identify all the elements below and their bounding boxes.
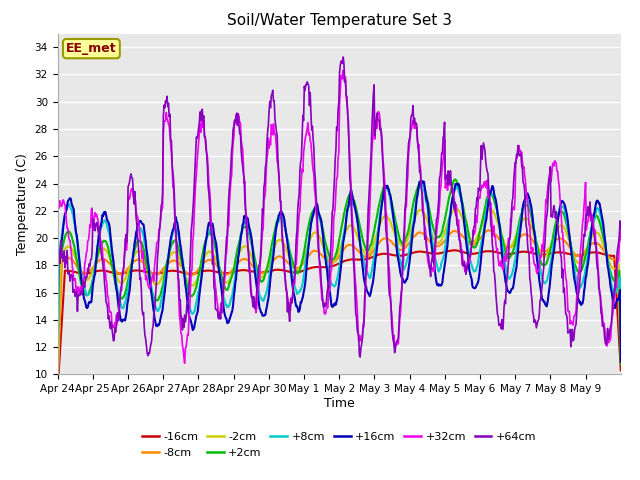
+64cm bbox=[617, 225, 625, 231]
+64cm bbox=[356, 354, 364, 360]
-8cm bbox=[617, 360, 625, 366]
-8cm bbox=[223, 272, 231, 277]
-16cm bbox=[451, 247, 458, 253]
Title: Soil/Water Temperature Set 3: Soil/Water Temperature Set 3 bbox=[227, 13, 452, 28]
+16cm bbox=[120, 317, 127, 323]
Y-axis label: Temperature (C): Temperature (C) bbox=[16, 153, 29, 255]
+32cm bbox=[252, 310, 260, 315]
-16cm bbox=[223, 270, 231, 276]
+64cm bbox=[223, 233, 231, 239]
+16cm bbox=[223, 320, 231, 326]
Line: -8cm: -8cm bbox=[58, 230, 621, 387]
-8cm bbox=[252, 266, 259, 272]
+32cm bbox=[120, 265, 127, 271]
+8cm bbox=[273, 224, 280, 230]
+2cm bbox=[273, 220, 280, 226]
+8cm bbox=[617, 331, 625, 336]
+2cm bbox=[54, 361, 61, 367]
Line: -2cm: -2cm bbox=[58, 209, 621, 387]
+2cm bbox=[429, 223, 436, 228]
+16cm bbox=[397, 273, 405, 279]
+32cm bbox=[54, 201, 61, 206]
+32cm bbox=[617, 227, 625, 233]
+16cm bbox=[252, 272, 259, 277]
-2cm bbox=[252, 264, 259, 270]
-2cm bbox=[223, 280, 231, 286]
-2cm bbox=[397, 242, 405, 248]
+2cm bbox=[120, 294, 127, 300]
+8cm bbox=[223, 304, 231, 310]
+16cm bbox=[419, 178, 426, 184]
-8cm bbox=[120, 270, 127, 276]
+64cm bbox=[120, 264, 127, 270]
-8cm bbox=[397, 247, 405, 253]
+8cm bbox=[252, 263, 259, 268]
+8cm bbox=[417, 180, 425, 186]
+64cm bbox=[339, 54, 347, 60]
-8cm bbox=[54, 384, 61, 390]
-16cm bbox=[429, 251, 436, 256]
+32cm bbox=[339, 68, 347, 73]
-2cm bbox=[452, 206, 460, 212]
-8cm bbox=[484, 228, 492, 233]
-2cm bbox=[54, 384, 61, 390]
+2cm bbox=[252, 257, 259, 263]
-8cm bbox=[273, 255, 280, 261]
-16cm bbox=[54, 388, 61, 394]
+32cm bbox=[273, 158, 281, 164]
Legend: -16cm, -8cm, -2cm, +2cm, +8cm, +16cm, +32cm, +64cm: -16cm, -8cm, -2cm, +2cm, +8cm, +16cm, +3… bbox=[138, 428, 541, 462]
+32cm bbox=[180, 360, 188, 366]
+16cm bbox=[54, 345, 61, 350]
Line: -16cm: -16cm bbox=[58, 250, 621, 391]
X-axis label: Time: Time bbox=[324, 397, 355, 410]
Line: +16cm: +16cm bbox=[58, 181, 621, 362]
+64cm bbox=[399, 256, 406, 262]
+2cm bbox=[617, 362, 625, 368]
-2cm bbox=[273, 240, 280, 245]
Line: +32cm: +32cm bbox=[58, 71, 621, 363]
+8cm bbox=[397, 262, 405, 267]
+8cm bbox=[120, 305, 127, 311]
+32cm bbox=[399, 265, 406, 271]
+64cm bbox=[252, 306, 259, 312]
+16cm bbox=[273, 224, 280, 229]
+8cm bbox=[429, 247, 437, 252]
+2cm bbox=[223, 287, 231, 293]
-16cm bbox=[617, 368, 625, 373]
-2cm bbox=[429, 234, 436, 240]
+64cm bbox=[273, 129, 280, 134]
+16cm bbox=[617, 359, 625, 365]
Line: +2cm: +2cm bbox=[58, 180, 621, 365]
-16cm bbox=[273, 267, 280, 273]
-16cm bbox=[120, 270, 127, 276]
+32cm bbox=[431, 269, 438, 275]
-8cm bbox=[429, 242, 436, 248]
Line: +64cm: +64cm bbox=[58, 57, 621, 357]
-16cm bbox=[397, 253, 405, 259]
-16cm bbox=[252, 269, 259, 275]
+64cm bbox=[54, 253, 61, 259]
Text: EE_met: EE_met bbox=[66, 42, 116, 55]
-2cm bbox=[617, 353, 625, 359]
+64cm bbox=[431, 250, 438, 255]
+8cm bbox=[54, 382, 61, 388]
-2cm bbox=[120, 279, 127, 285]
Line: +8cm: +8cm bbox=[58, 183, 621, 385]
+16cm bbox=[429, 257, 437, 263]
+2cm bbox=[397, 239, 405, 245]
+2cm bbox=[451, 177, 459, 182]
+32cm bbox=[224, 221, 232, 227]
